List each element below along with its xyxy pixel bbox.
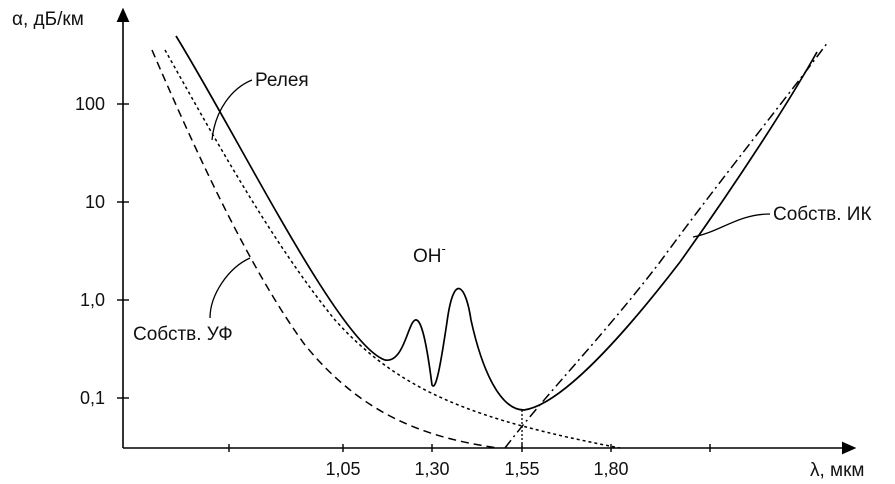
total-attenuation-curve: [175, 35, 818, 411]
x-tick-label-1-30: 1,30: [414, 459, 449, 479]
uv-absorption-curve: [151, 49, 499, 449]
x-tick-label-1-80: 1,80: [593, 459, 628, 479]
ir-annotation: Собств. ИК: [773, 204, 872, 225]
y-axis-label: α, дБ/км: [12, 9, 84, 30]
oh-annotation: OH-: [413, 241, 446, 267]
y-tick-label-100: 100: [75, 94, 105, 114]
ir-leader: [692, 213, 771, 238]
rayleigh-annotation: Релея: [255, 70, 309, 91]
uv-leader: [209, 257, 251, 319]
y-tick-label-0-1: 0,1: [80, 388, 105, 408]
x-axis-label: λ, мкм: [810, 460, 865, 481]
x-tick-label-1-55: 1,55: [504, 459, 539, 479]
uv-annotation: Собств. УФ: [133, 324, 233, 345]
y-tick-label-1: 1,0: [80, 290, 105, 310]
y-tick-label-10: 10: [85, 192, 105, 212]
oh-annotation-sup: -: [442, 241, 446, 256]
ir-absorption-curve: [504, 41, 829, 449]
rayleigh-curve: [164, 49, 621, 449]
x-ticks: 1,05 1,30 1,55 1,80: [228, 444, 711, 479]
x-tick-label-1-05: 1,05: [325, 459, 360, 479]
y-ticks: 100 10 1,0 0,1: [75, 94, 129, 408]
rayleigh-leader: [211, 79, 253, 141]
oh-annotation-base: OH: [413, 246, 442, 267]
